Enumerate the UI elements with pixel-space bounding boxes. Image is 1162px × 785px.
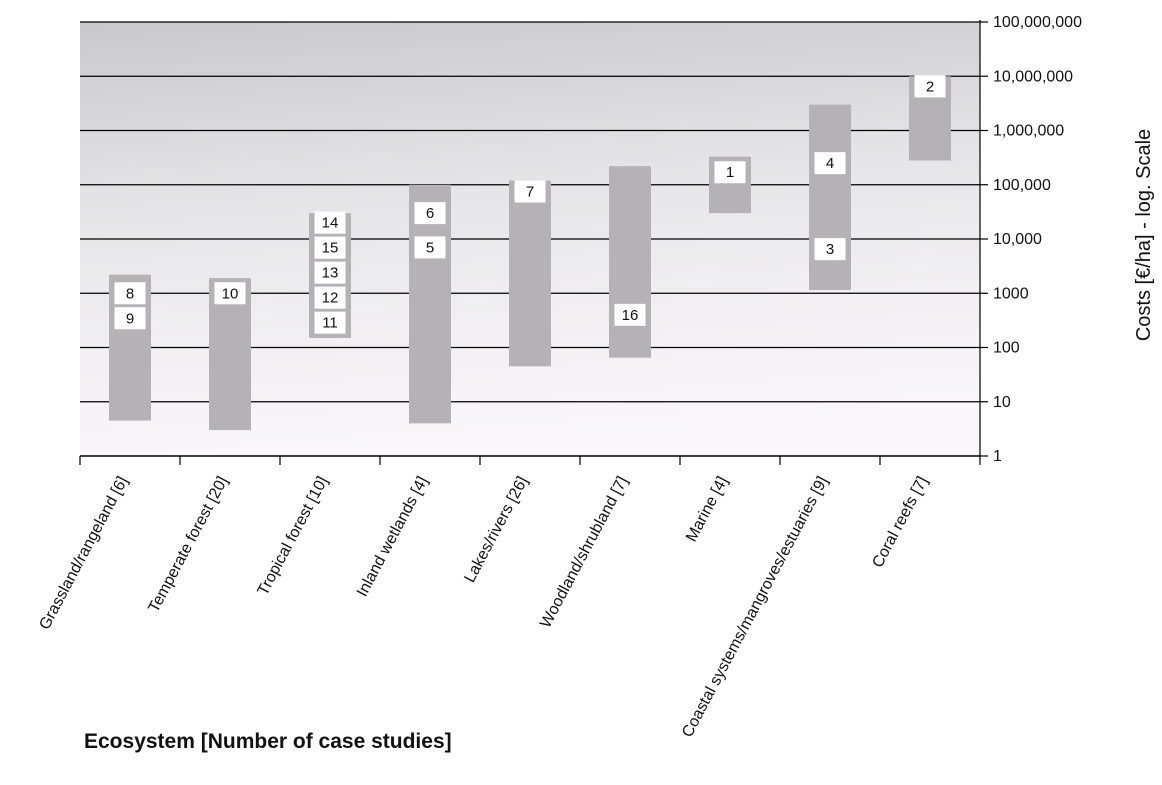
study-label: 8 — [126, 285, 134, 302]
y-tick-labels: 1 10 100 1000 10,000 100,000 1,000,000 10,000,0… — [993, 14, 1082, 465]
range-bar — [809, 104, 851, 290]
study-label: 15 — [322, 240, 339, 257]
range-bar — [509, 180, 551, 367]
range-bar — [609, 166, 651, 358]
x-category-labels: Grassland/rangeland [6] Temperate forest … — [36, 474, 931, 740]
study-label-box — [714, 161, 746, 184]
study-label: 2 — [926, 78, 934, 95]
study-label: 4 — [826, 155, 834, 172]
study-label: 3 — [826, 241, 834, 258]
study-label: 12 — [322, 290, 339, 307]
study-label-box — [314, 286, 346, 309]
y-tick-label: 100 — [993, 340, 1020, 357]
x-category-label: Lakes/rivers [26] — [461, 474, 531, 586]
study-label: 13 — [322, 265, 339, 282]
study-label-box — [914, 75, 946, 98]
study-label-box — [414, 202, 446, 225]
y-tick-label: 10,000 — [993, 231, 1042, 248]
study-label: 7 — [526, 184, 534, 201]
study-label-box — [314, 311, 346, 334]
study-label: 6 — [426, 205, 434, 222]
study-label-box — [314, 261, 346, 284]
range-bar — [409, 184, 451, 424]
x-category-label: Inland wetlands [4] — [354, 474, 432, 600]
y-tick-label: 10,000,000 — [993, 68, 1073, 85]
x-category-label: Tropical forest [10] — [255, 474, 332, 598]
y-tick-label: 1000 — [993, 285, 1029, 302]
study-label-box — [414, 236, 446, 259]
study-label: 14 — [322, 215, 339, 232]
x-category-label: Woodland/shrubland [7] — [537, 474, 631, 631]
x-axis-title: Ecosystem [Number of case studies] — [84, 730, 452, 753]
study-label-box — [614, 303, 646, 326]
study-label-box — [114, 307, 146, 330]
study-label: 16 — [622, 307, 639, 324]
study-label: 11 — [322, 315, 338, 332]
x-category-label: Coral reefs [7] — [869, 474, 931, 571]
study-label: 5 — [426, 239, 434, 256]
y-tick-label: 100,000,000 — [993, 14, 1082, 31]
study-label-box — [114, 282, 146, 305]
x-category-label: Marine [4] — [683, 474, 731, 545]
y-tick-label: 1,000,000 — [993, 123, 1064, 140]
axes — [79, 20, 988, 465]
study-label: 9 — [126, 310, 134, 327]
x-category-label: Grassland/rangeland [6] — [36, 474, 131, 633]
study-label: 10 — [222, 285, 239, 302]
study-label: 1 — [726, 164, 734, 181]
study-label-box — [514, 180, 546, 203]
x-category-label: Temperate forest [20] — [146, 474, 232, 615]
y-tick-label: 1 — [993, 448, 1002, 465]
study-label-box — [314, 236, 346, 259]
y-tick-label: 10 — [993, 394, 1011, 411]
y-axis-title: Costs [€/ha] - log. Scale — [1133, 129, 1155, 341]
study-label-box — [314, 211, 346, 234]
study-label-box — [214, 282, 246, 305]
study-label-box — [814, 152, 846, 175]
y-tick-label: 100,000 — [993, 177, 1051, 194]
study-label-box — [814, 238, 846, 261]
